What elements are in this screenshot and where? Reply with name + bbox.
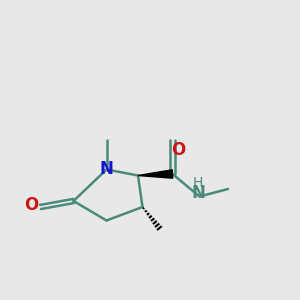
- Text: O: O: [24, 196, 38, 214]
- Text: N: N: [191, 184, 205, 202]
- Text: N: N: [100, 160, 113, 178]
- Polygon shape: [138, 170, 173, 178]
- Text: O: O: [171, 141, 185, 159]
- Text: H: H: [193, 176, 203, 190]
